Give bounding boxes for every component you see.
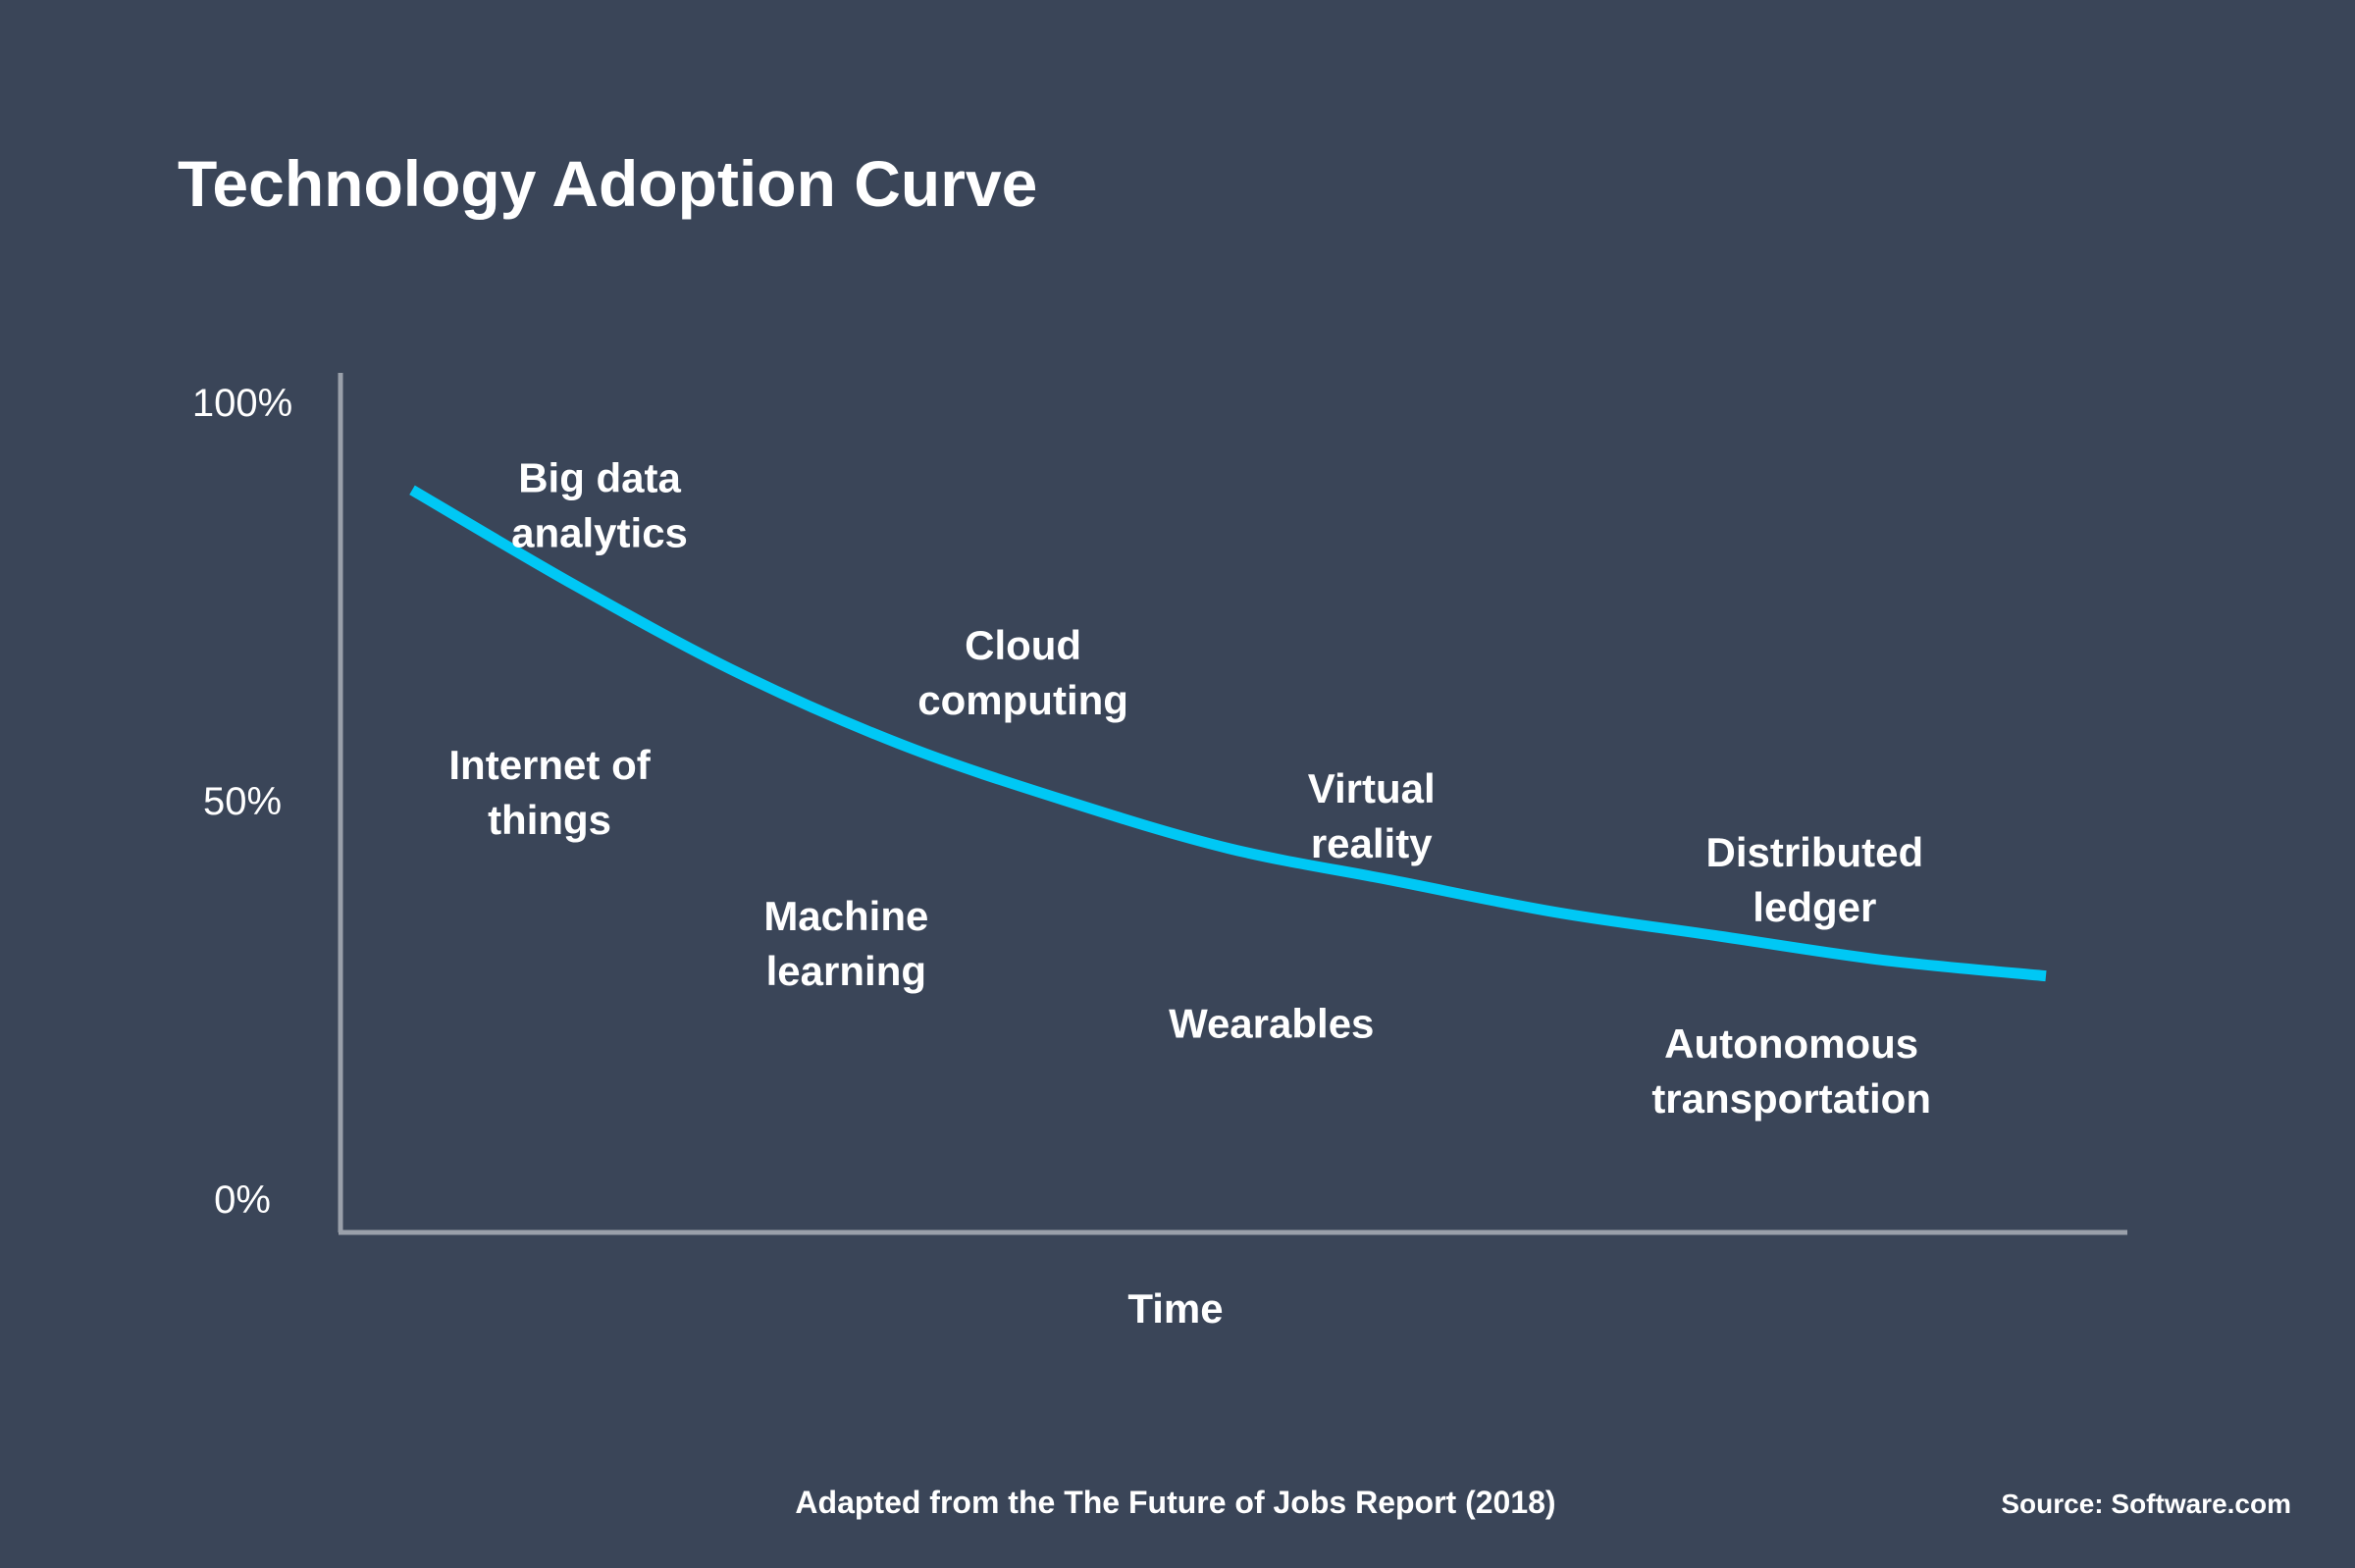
- technology-label-line: Distributed: [1705, 829, 1923, 875]
- technology-label-line: things: [488, 797, 611, 843]
- technology-label-line: learning: [766, 948, 926, 994]
- source-credit: Source: Software.com: [2001, 1489, 2291, 1519]
- technology-label-line: Virtual: [1308, 765, 1436, 811]
- technology-label-line: Machine: [763, 893, 928, 939]
- y-tick-labels: 100% 50% 0%: [192, 382, 292, 1222]
- technology-label-line: transportation: [1651, 1075, 1931, 1122]
- technology-label-line: analytics: [511, 510, 688, 556]
- technology-label: Distributed ledger: [1705, 829, 1923, 930]
- technology-label: Virtual reality: [1308, 765, 1436, 866]
- technology-label-line: Cloud: [965, 622, 1081, 668]
- technology-label-line: Wearables: [1169, 1000, 1374, 1046]
- technology-label: Cloud computing: [917, 622, 1128, 723]
- technology-label: Big data analytics: [511, 455, 688, 556]
- technology-labels: Big data analytics Cloud computing Internet …: [448, 455, 1931, 1123]
- technology-label: Autonomous transportation: [1651, 1020, 1931, 1122]
- technology-label-line: Big data: [518, 455, 681, 501]
- technology-label-line: reality: [1311, 820, 1433, 866]
- y-tick-label: 0%: [214, 1178, 271, 1222]
- x-axis-label: Time: [1127, 1285, 1223, 1332]
- technology-label: Internet of things: [448, 742, 651, 843]
- technology-label-line: ledger: [1753, 884, 1876, 930]
- chart-title: Technology Adoption Curve: [178, 147, 1037, 220]
- technology-label-line: Internet of: [448, 742, 651, 788]
- technology-label: Wearables: [1169, 1000, 1374, 1046]
- technology-label-line: computing: [917, 677, 1128, 723]
- technology-label: Machine learning: [763, 893, 928, 994]
- technology-label-line: Autonomous: [1664, 1020, 1918, 1067]
- footer-note: Adapted from the The Future of Jobs Repo…: [795, 1485, 1555, 1520]
- y-tick-label: 50%: [203, 780, 282, 823]
- adoption-curve-line: [409, 485, 2047, 982]
- y-tick-label: 100%: [192, 382, 292, 425]
